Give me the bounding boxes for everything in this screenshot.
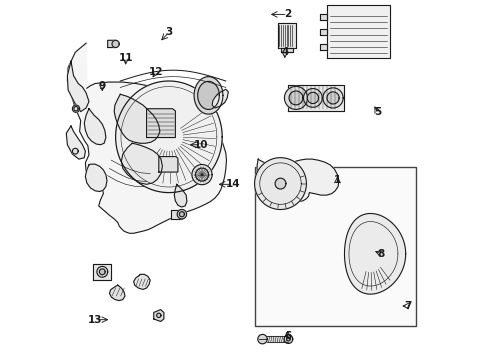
Polygon shape — [159, 157, 178, 172]
Polygon shape — [284, 335, 292, 343]
Polygon shape — [84, 109, 106, 145]
Polygon shape — [254, 158, 306, 210]
Polygon shape — [192, 165, 212, 185]
Polygon shape — [177, 210, 186, 219]
Polygon shape — [66, 126, 85, 159]
Polygon shape — [93, 264, 111, 280]
Text: 13: 13 — [88, 315, 102, 325]
Text: 3: 3 — [165, 27, 172, 37]
Text: 11: 11 — [118, 53, 133, 63]
Polygon shape — [306, 92, 318, 104]
Polygon shape — [107, 40, 117, 48]
Polygon shape — [320, 14, 326, 20]
Polygon shape — [320, 44, 326, 50]
Polygon shape — [257, 159, 338, 202]
Text: 12: 12 — [149, 67, 163, 77]
Polygon shape — [85, 164, 107, 192]
Polygon shape — [256, 163, 305, 205]
Polygon shape — [275, 178, 285, 189]
Polygon shape — [146, 109, 175, 138]
Text: 14: 14 — [225, 179, 240, 189]
Polygon shape — [323, 88, 343, 108]
Polygon shape — [67, 61, 89, 112]
Polygon shape — [287, 85, 343, 111]
Polygon shape — [115, 81, 222, 193]
Polygon shape — [72, 148, 78, 154]
FancyBboxPatch shape — [254, 167, 415, 326]
Polygon shape — [97, 266, 107, 277]
Polygon shape — [109, 285, 125, 301]
Polygon shape — [112, 40, 119, 48]
Polygon shape — [179, 212, 184, 217]
Polygon shape — [99, 269, 105, 275]
Polygon shape — [286, 337, 289, 341]
Polygon shape — [212, 89, 228, 108]
Polygon shape — [195, 168, 208, 181]
Polygon shape — [114, 94, 160, 143]
Polygon shape — [284, 86, 307, 109]
Polygon shape — [194, 77, 223, 114]
Polygon shape — [171, 210, 182, 219]
Polygon shape — [156, 313, 161, 318]
Polygon shape — [257, 334, 266, 344]
Text: 2: 2 — [284, 9, 291, 19]
Polygon shape — [121, 143, 162, 184]
Polygon shape — [153, 310, 163, 321]
Polygon shape — [303, 89, 322, 107]
Polygon shape — [288, 91, 302, 105]
Text: 6: 6 — [284, 330, 291, 341]
Text: 8: 8 — [377, 249, 384, 259]
Polygon shape — [67, 43, 226, 233]
Polygon shape — [266, 336, 287, 342]
Polygon shape — [133, 274, 150, 289]
Text: 7: 7 — [404, 301, 411, 311]
Text: 1: 1 — [333, 175, 340, 185]
Text: 10: 10 — [194, 140, 208, 150]
Polygon shape — [326, 5, 389, 58]
Polygon shape — [344, 213, 405, 294]
Polygon shape — [277, 23, 296, 48]
Polygon shape — [280, 48, 293, 52]
Text: 4: 4 — [281, 47, 288, 57]
Text: 5: 5 — [373, 107, 381, 117]
Polygon shape — [174, 184, 186, 207]
Text: 9: 9 — [99, 81, 105, 91]
Polygon shape — [72, 105, 80, 112]
Polygon shape — [197, 81, 219, 109]
Polygon shape — [326, 92, 338, 104]
Polygon shape — [320, 29, 326, 35]
